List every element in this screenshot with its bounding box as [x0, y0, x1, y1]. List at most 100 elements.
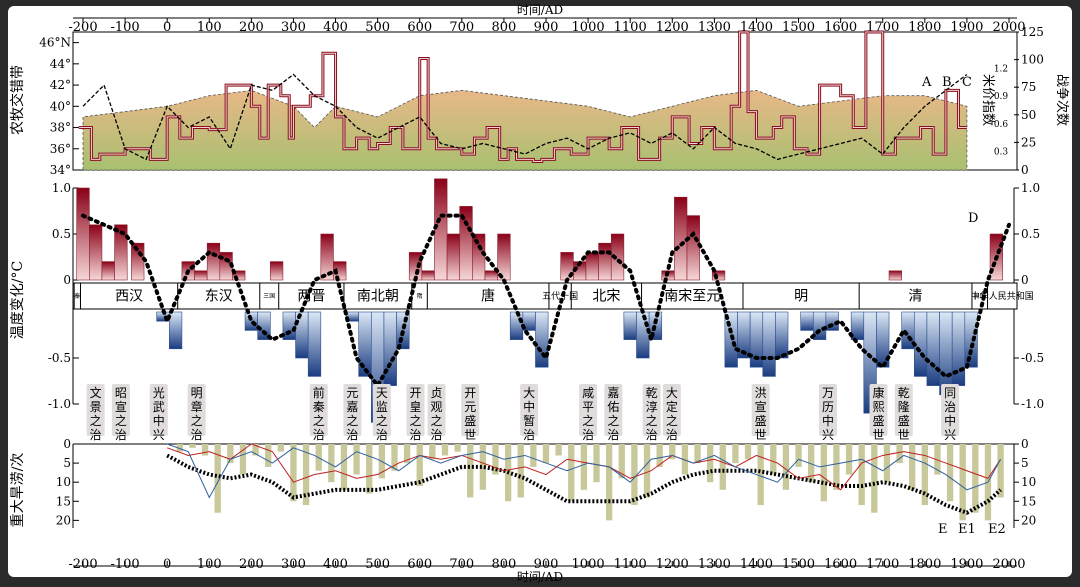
- prosperous-era-char: 暂: [523, 414, 535, 428]
- drought-flood-bar: [340, 444, 348, 490]
- prosperous-era-char: 嘉: [607, 386, 619, 400]
- prosperous-era-char: 平: [582, 400, 594, 414]
- drought-flood-bar: [366, 444, 373, 494]
- bottom-annotation: E1: [958, 522, 976, 537]
- time-tick-label: 1700: [866, 557, 899, 572]
- mid-right-tick-label: 1.0: [1021, 181, 1040, 195]
- temperature-bar-warm: [446, 233, 461, 281]
- drought-flood-bar: [302, 444, 310, 506]
- prosperous-era-box: [642, 384, 661, 436]
- top-left-tick-label: 36°: [50, 142, 71, 156]
- drought-flood-bar: [542, 444, 550, 464]
- time-tick-label: 500: [365, 557, 390, 572]
- temperature-bar-cool: [307, 311, 322, 377]
- mid-left-tick-label: -0.5: [48, 351, 71, 365]
- prosperous-era-char: 治: [431, 428, 443, 442]
- drought-flood-bar: [656, 444, 663, 467]
- prosperous-era-char: 天: [376, 386, 388, 400]
- time-tick-label: 300: [281, 557, 306, 572]
- prosperous-era-box: [941, 384, 960, 436]
- prosperous-era-char: 文: [90, 385, 102, 400]
- mid-annotation: D: [968, 211, 978, 226]
- prosperous-era-char: 皇: [410, 400, 422, 414]
- drought-flood-bar: [795, 444, 802, 467]
- prosperous-era-char: 同: [944, 386, 956, 400]
- top-left-tick-label: 44°: [50, 57, 71, 71]
- top-right-inner-tick-label: 0.3: [994, 147, 1009, 157]
- prosperous-era-char: 大: [666, 386, 678, 400]
- prosperous-era-box: [819, 384, 838, 436]
- prosperous-era-char: 治: [376, 428, 388, 442]
- drought-flood-bar: [858, 444, 865, 506]
- time-tick-label: 600: [407, 557, 432, 572]
- prosperous-era-box: [343, 384, 362, 436]
- prosperous-era-char: 宣: [115, 399, 127, 414]
- temperature-bar-cool: [775, 311, 789, 359]
- prosperous-era-char: 之: [666, 414, 678, 428]
- prosperous-era-char: 元: [346, 386, 358, 400]
- prosperous-era-char: 兴: [944, 428, 956, 442]
- time-tick-label: 100: [197, 20, 222, 35]
- temperature-bar-warm: [598, 242, 612, 281]
- temperature-bar-warm: [333, 261, 347, 281]
- dynasty-label: 中华人民共和国: [971, 290, 1034, 302]
- drought-flood-bar: [946, 444, 954, 502]
- drought-flood-bar: [808, 444, 815, 483]
- drought-flood-bar: [833, 444, 840, 490]
- prosperous-era-box: [372, 384, 391, 436]
- prosperous-era-char: 宣: [755, 399, 767, 414]
- bottom-left-tick-label: 10: [56, 475, 71, 489]
- dynasty-label: 五代十国: [542, 290, 578, 302]
- temperature-bar-cool: [535, 311, 549, 368]
- drought-flood-bar: [479, 444, 487, 490]
- top-right-inner-tick-label: 0.9: [994, 92, 1009, 102]
- top-right-outer-tick-label: 125: [1021, 25, 1044, 39]
- prosperous-era-char: 之: [607, 414, 619, 428]
- bottom-right-tick-label: 15: [1021, 494, 1036, 508]
- prosperous-era-char: 世: [898, 428, 910, 442]
- top-ylabel-right-inner: 米价指数: [980, 74, 995, 126]
- temperature-bar-cool: [876, 311, 890, 368]
- dynasty-label: 西汉: [115, 289, 143, 305]
- drought-flood-bar: [252, 444, 259, 456]
- time-tick-label: -100: [110, 557, 139, 572]
- prosperous-era-box: [869, 384, 888, 436]
- bottom-annotation: E2: [988, 522, 1006, 537]
- x-axis-title-bottom: 时间/AD: [517, 570, 563, 583]
- prosperous-era-char: 万: [822, 386, 834, 400]
- prosperous-era-box: [309, 384, 328, 436]
- prosperous-era-char: 之: [376, 414, 388, 428]
- temperature-bar-warm: [472, 233, 486, 281]
- prosperous-era-char: 乾: [898, 386, 910, 400]
- temperature-bar-warm: [686, 215, 700, 281]
- top-left-tick-label: 40°: [50, 99, 71, 113]
- drought-flood-bar: [593, 444, 600, 483]
- drought-flood-bar: [214, 444, 221, 513]
- mid-right-tick-label: -1.0: [1021, 397, 1044, 411]
- temperature-bar-cool: [358, 311, 372, 377]
- temperature-bar-warm: [114, 224, 128, 281]
- temperature-smooth-curve: [81, 213, 1011, 390]
- drought-flood-bar: [972, 444, 979, 513]
- time-tick-label: 1200: [656, 20, 689, 35]
- prosperous-era-char: 治: [90, 428, 102, 442]
- temperature-bar-warm: [232, 270, 246, 281]
- temperature-bar-warm: [76, 187, 90, 281]
- time-axes: -200 -100 0 100 200 300 400 500 600 700 800 900 1000…: [68, 17, 1026, 572]
- prosperous-era-char: 中: [153, 413, 165, 428]
- top-ylabel-left: 农牧交错带: [9, 65, 26, 135]
- drought-flood-bar: [883, 444, 891, 483]
- drought-flood-bar: [328, 444, 335, 483]
- drought-flood-bar: [694, 444, 701, 464]
- prosperous-era-char: 开: [410, 386, 422, 400]
- temperature-bar-warm: [101, 261, 115, 281]
- drought-flood-bar: [820, 444, 827, 502]
- prosperous-era-box: [579, 384, 598, 436]
